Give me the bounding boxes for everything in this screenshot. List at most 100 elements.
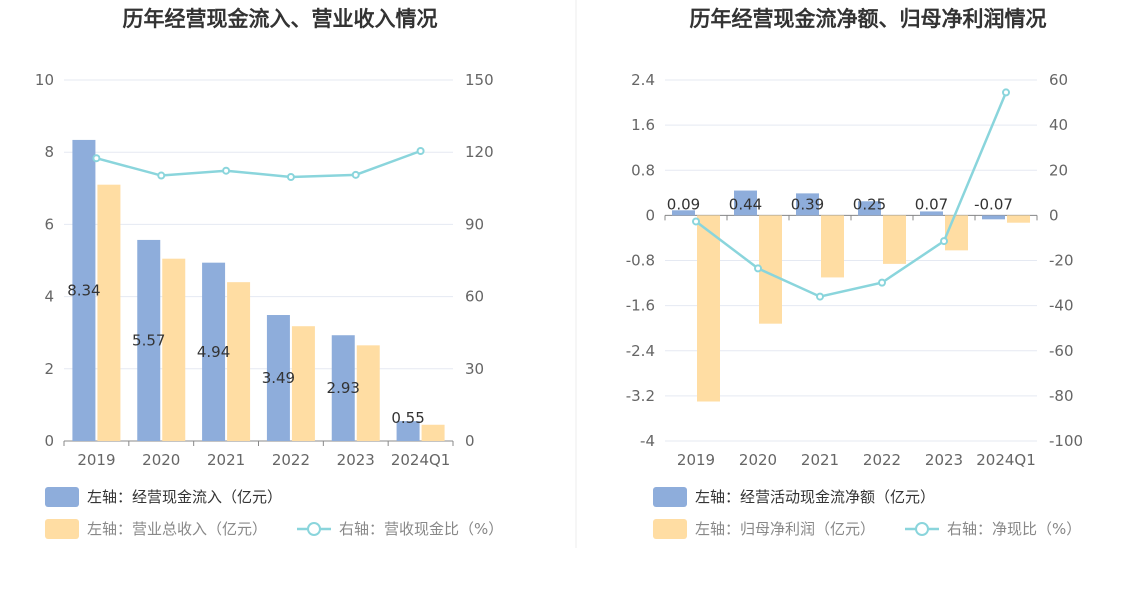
x-axis-category-label: 2024Q1 [976, 451, 1036, 469]
line-point [878, 278, 886, 287]
legend-swatch [653, 519, 687, 539]
bar-primary [734, 190, 757, 216]
bar-primary [331, 335, 355, 441]
bar-secondary [697, 215, 720, 402]
bar-data-label: 8.34 [67, 281, 100, 299]
bar-secondary [421, 424, 445, 441]
bar-primary [858, 201, 881, 216]
left-axis-tick-label: 8 [44, 143, 54, 161]
right-axis-tick-label: -100 [1049, 432, 1083, 450]
bar-primary [266, 315, 290, 441]
right-axis-tick-label: 30 [465, 360, 484, 378]
bar-data-label: 2.93 [327, 379, 360, 397]
x-axis-category-label: 2023 [337, 451, 375, 469]
legend-item[interactable]: 右轴：净现比（%） [905, 520, 1081, 538]
left-axis-tick-label: -0.8 [626, 252, 655, 270]
legend-item[interactable]: 左轴：经营现金流入（亿元） [45, 487, 282, 507]
x-axis-category-label: 2020 [739, 451, 777, 469]
legend-swatch [653, 487, 687, 507]
bar-data-label: 3.49 [262, 369, 295, 387]
legend-label: 左轴：营业总收入（亿元） [87, 520, 267, 538]
bar-secondary [1007, 215, 1030, 223]
left-axis-tick-label: 6 [44, 215, 54, 233]
right-axis-tick-label: -60 [1049, 342, 1074, 360]
line-point [351, 170, 360, 179]
legend-item[interactable]: 左轴：归母净利润（亿元） [653, 519, 875, 539]
legend-item[interactable]: 右轴：营收现金比（%） [297, 520, 503, 538]
bar-data-label: -0.07 [974, 195, 1013, 213]
left-axis-tick-label: 2.4 [631, 71, 655, 89]
right-axis-tick-label: 60 [1049, 71, 1068, 89]
left-axis-tick-label: 1.6 [631, 116, 655, 134]
bar-secondary [821, 215, 844, 278]
x-axis-category-label: 2022 [863, 451, 901, 469]
bar-data-label: 4.94 [197, 343, 230, 361]
legend-marker [915, 522, 929, 536]
bar-secondary [162, 258, 186, 441]
bar-primary [137, 239, 161, 441]
right-axis-tick-label: 90 [465, 215, 484, 233]
x-axis-category-label: 2021 [801, 451, 839, 469]
legend-label: 左轴：经营活动现金流净额（亿元） [695, 488, 935, 506]
right-axis-tick-label: 150 [465, 71, 494, 89]
legend-item[interactable]: 左轴：经营活动现金流净额（亿元） [653, 487, 935, 507]
bar-primary [672, 210, 695, 216]
x-axis-category-label: 2019 [77, 451, 115, 469]
line-series [695, 91, 1008, 298]
line-point [754, 264, 762, 273]
bar-primary [920, 211, 943, 216]
x-axis-category-label: 2020 [142, 451, 180, 469]
bar-data-label: 0.09 [667, 195, 700, 213]
line-point [286, 172, 295, 181]
line-point [1002, 88, 1010, 97]
bar-primary [982, 215, 1005, 220]
chart-title: 历年经营现金流入、营业收入情况 [123, 7, 438, 31]
line-series [96, 149, 422, 179]
x-axis-category-label: 2019 [677, 451, 715, 469]
chart-panel-1: 历年经营现金流入、营业收入情况 0 2 4 6 8 10 0 30 60 90 120 150 2019 2… [35, 7, 503, 539]
bar-data-label: 0.55 [391, 409, 424, 427]
right-axis-tick-label: 40 [1049, 116, 1068, 134]
x-axis-category-label: 2022 [272, 451, 310, 469]
bar-data-label: 0.39 [791, 195, 824, 213]
line-point [940, 237, 948, 246]
left-axis-tick-label: 0.8 [631, 161, 655, 179]
line-point [816, 292, 824, 301]
legend-label: 左轴：归母净利润（亿元） [695, 520, 875, 538]
bar-secondary [291, 326, 315, 441]
bar-data-label: 0.44 [729, 195, 762, 213]
left-axis-tick-label: 4 [44, 288, 54, 306]
bar-secondary [883, 215, 906, 264]
bar-secondary [227, 282, 251, 441]
right-axis-tick-label: 0 [465, 432, 475, 450]
bar-primary [72, 139, 96, 441]
bar-primary [202, 262, 226, 441]
legend-marker [307, 522, 321, 536]
legend-label: 左轴：经营现金流入（亿元） [87, 488, 282, 506]
left-axis-tick-label: 0 [645, 206, 655, 224]
line-point [222, 166, 231, 175]
bar-secondary [759, 215, 782, 324]
left-axis-tick-label: 10 [35, 71, 54, 89]
left-axis-tick-label: -3.2 [626, 387, 655, 405]
bar-data-label: 0.07 [915, 195, 948, 213]
right-axis-tick-label: 120 [465, 143, 494, 161]
bar-secondary [97, 184, 121, 441]
chart-title: 历年经营现金流净额、归母净利润情况 [690, 7, 1047, 31]
left-axis-tick-label: 0 [44, 432, 54, 450]
left-axis-tick-label: -4 [640, 432, 655, 450]
right-axis-tick-label: 0 [1049, 206, 1059, 224]
bar-data-label: 5.57 [132, 331, 165, 349]
bar-primary [796, 193, 819, 216]
line-point [416, 146, 425, 155]
line-point [157, 171, 166, 180]
right-axis-tick-label: -80 [1049, 387, 1074, 405]
line-point [692, 217, 700, 226]
left-axis-tick-label: 2 [44, 360, 54, 378]
right-axis-tick-label: -40 [1049, 297, 1074, 315]
left-axis-tick-label: -1.6 [626, 297, 655, 315]
right-axis-tick-label: 60 [465, 288, 484, 306]
legend-swatch [45, 487, 79, 507]
legend-item[interactable]: 左轴：营业总收入（亿元） [45, 519, 267, 539]
